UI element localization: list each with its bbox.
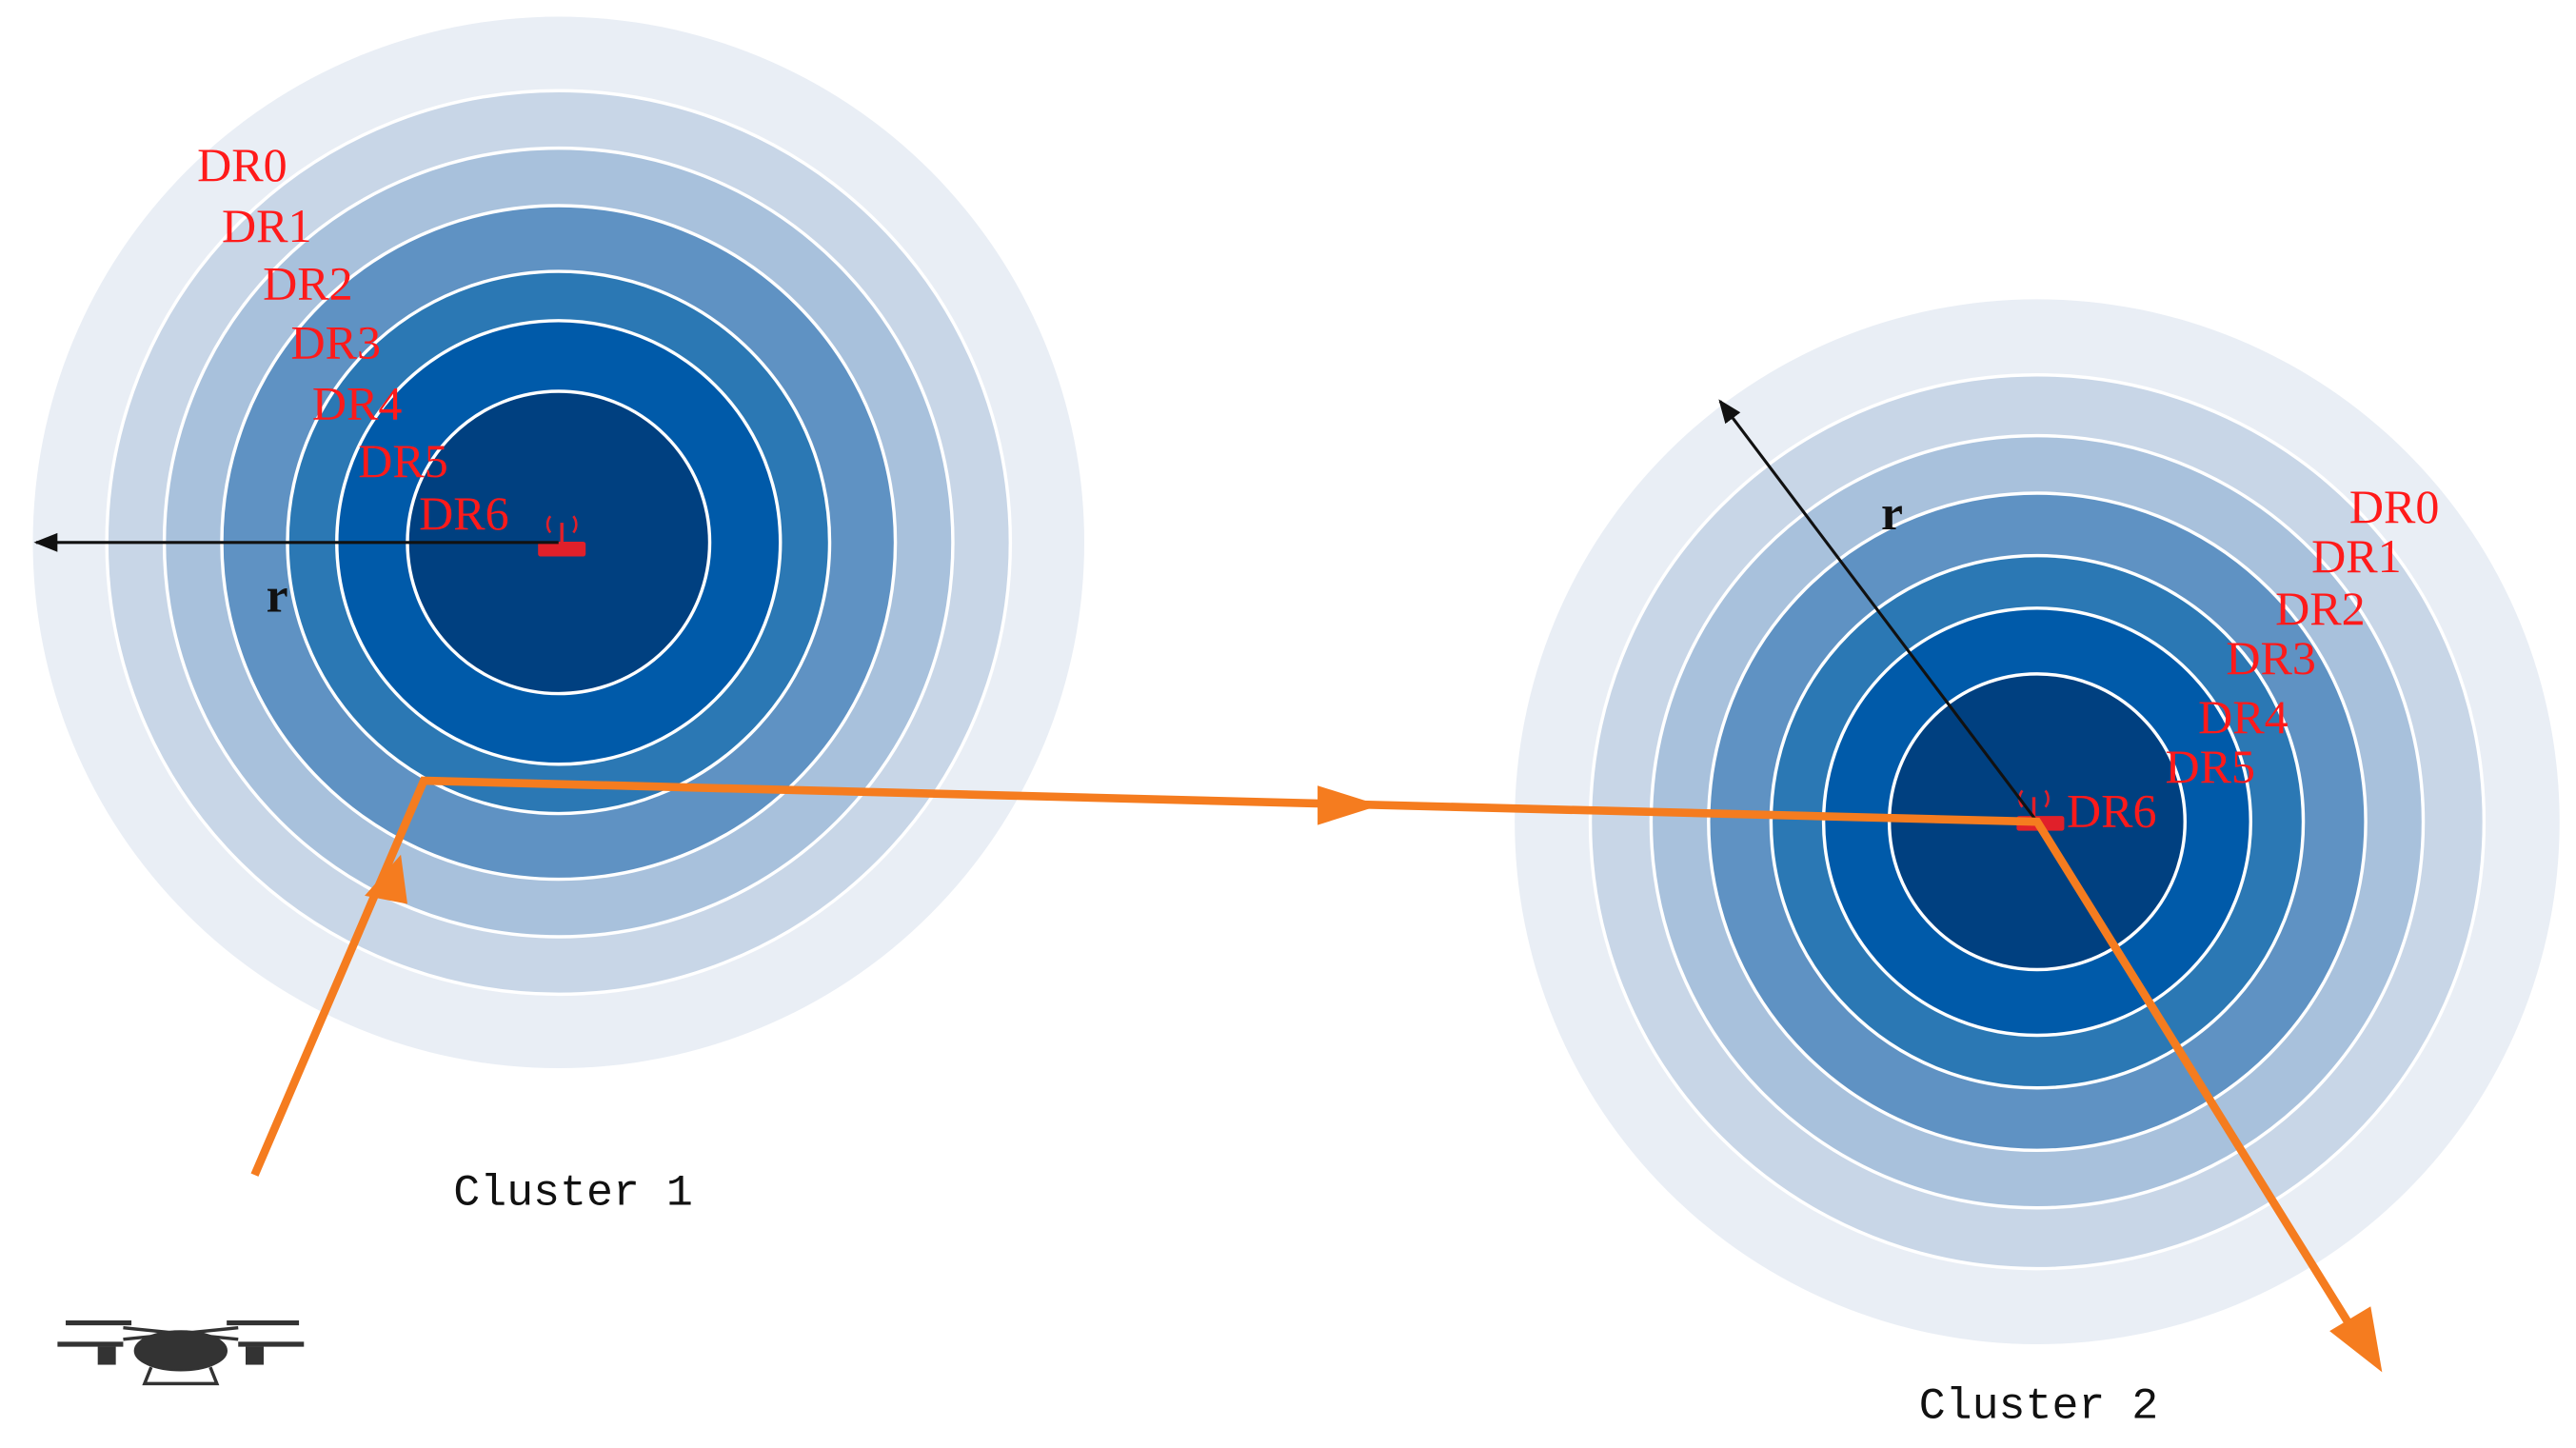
- ring-label: DR4: [312, 376, 403, 429]
- cluster-label: Cluster 2: [1919, 1381, 2159, 1432]
- ring-label: DR5: [2166, 740, 2256, 793]
- ring-label: DR0: [2349, 480, 2440, 533]
- ring-label: DR2: [263, 256, 353, 309]
- ring-label: DR4: [2198, 690, 2289, 744]
- ring-label: DR5: [358, 434, 448, 487]
- drone-icon: [57, 1319, 305, 1386]
- cluster-label: Cluster 1: [453, 1167, 693, 1218]
- ring-label: DR6: [419, 486, 509, 540]
- ring-label: DR3: [2226, 631, 2316, 684]
- ring-label: DR3: [290, 316, 381, 369]
- radius-label: r: [1881, 486, 1903, 541]
- ring-label: DR1: [2311, 529, 2402, 583]
- uav-path: [250, 776, 2383, 1373]
- ring-label: DR1: [222, 199, 312, 252]
- ring-label: DR2: [2275, 582, 2366, 635]
- radius-label: r: [267, 568, 288, 623]
- ring-label: DR0: [197, 138, 287, 191]
- ring-label: DR6: [2067, 784, 2157, 837]
- radius-arrow: [1718, 399, 2039, 823]
